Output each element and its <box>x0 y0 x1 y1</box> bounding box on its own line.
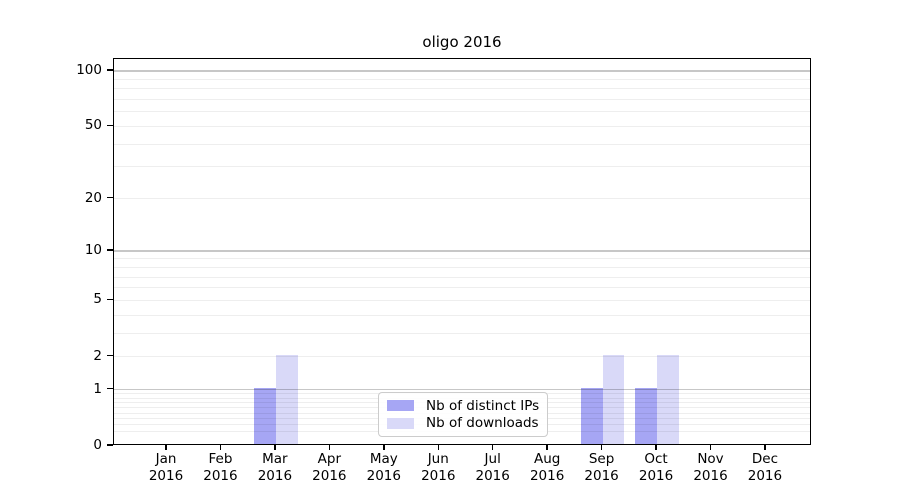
y-gridline-minor <box>114 198 810 200</box>
x-tick-mark <box>709 444 712 450</box>
bar-distinct-ips <box>254 387 276 444</box>
y-gridline-minor <box>114 111 810 113</box>
x-tick-label: Mar 2016 <box>257 451 293 484</box>
y-tick-label: 0 <box>93 437 102 453</box>
y-gridline-minor <box>114 276 810 278</box>
legend-label-downloads: Nb of downloads <box>426 415 539 432</box>
y-tick-mark <box>107 444 113 446</box>
y-tick-label: 5 <box>93 291 102 308</box>
legend-swatch-distinct-ips <box>387 400 414 412</box>
legend: Nb of distinct IPs Nb of downloads <box>378 392 548 437</box>
y-tick-label: 20 <box>84 189 102 206</box>
y-tick-mark <box>107 354 113 357</box>
x-tick-mark <box>383 444 385 450</box>
y-gridline-major <box>114 388 810 391</box>
y-gridline-minor <box>114 166 810 168</box>
x-tick-mark <box>491 444 494 450</box>
y-gridline-minor <box>114 143 810 145</box>
y-gridline-minor <box>114 314 810 316</box>
legend-item-distinct-ips: Nb of distinct IPs <box>387 398 539 414</box>
y-tick-mark <box>107 69 113 71</box>
x-tick-mark <box>328 444 331 450</box>
x-tick-label: Apr 2016 <box>312 451 347 484</box>
x-tick-label: Dec 2016 <box>747 451 783 484</box>
y-gridline-major <box>114 70 810 72</box>
y-gridline-minor <box>114 99 810 101</box>
y-gridline-minor <box>114 258 810 260</box>
y-tick-mark <box>107 196 113 199</box>
x-tick-label: Feb 2016 <box>203 451 238 484</box>
y-gridline-minor <box>114 287 810 289</box>
x-tick-label: Nov 2016 <box>693 451 728 484</box>
y-tick-mark <box>107 387 113 390</box>
y-gridline-minor <box>114 356 810 358</box>
legend-swatch-downloads <box>387 417 414 429</box>
x-tick-mark <box>274 444 276 450</box>
y-tick-mark <box>107 298 113 301</box>
x-tick-mark <box>219 444 222 450</box>
bar-downloads <box>602 354 625 444</box>
x-tick-mark <box>546 444 548 450</box>
y-tick-label: 2 <box>93 347 102 364</box>
y-gridline-minor <box>114 125 810 127</box>
x-tick-mark <box>437 444 439 450</box>
y-tick-mark <box>107 124 113 127</box>
chart-title: oligo 2016 <box>422 33 502 51</box>
x-tick-label: Oct 2016 <box>638 451 674 484</box>
x-tick-label: Jul 2016 <box>475 451 510 484</box>
y-gridline-minor <box>114 332 810 334</box>
bar-distinct-ips <box>635 387 658 444</box>
y-tick-mark <box>107 249 113 251</box>
y-gridline-minor <box>114 78 810 80</box>
x-tick-mark <box>600 444 603 450</box>
y-gridline-minor <box>114 266 810 268</box>
x-tick-mark <box>655 444 657 450</box>
y-tick-label: 1 <box>93 380 102 397</box>
y-tick-label: 100 <box>76 61 102 78</box>
x-tick-label: Aug 2016 <box>529 451 565 484</box>
bar-downloads <box>657 354 679 444</box>
x-tick-mark <box>764 444 766 450</box>
legend-item-downloads: Nb of downloads <box>387 415 539 431</box>
y-tick-label: 10 <box>84 242 102 259</box>
x-tick-label: Sep 2016 <box>584 451 619 484</box>
y-gridline-major <box>114 250 810 252</box>
x-tick-label: Jan 2016 <box>148 451 184 484</box>
bar-distinct-ips <box>580 387 603 444</box>
bar-downloads <box>275 354 298 444</box>
x-tick-label: May 2016 <box>366 451 401 484</box>
y-tick-label: 50 <box>84 117 102 134</box>
plot-area <box>113 58 811 445</box>
x-tick-label: Jun 2016 <box>421 451 456 484</box>
legend-label-distinct-ips: Nb of distinct IPs <box>426 397 540 414</box>
y-gridline-minor <box>114 88 810 90</box>
y-gridline-minor <box>114 299 810 301</box>
x-tick-mark <box>165 444 167 450</box>
